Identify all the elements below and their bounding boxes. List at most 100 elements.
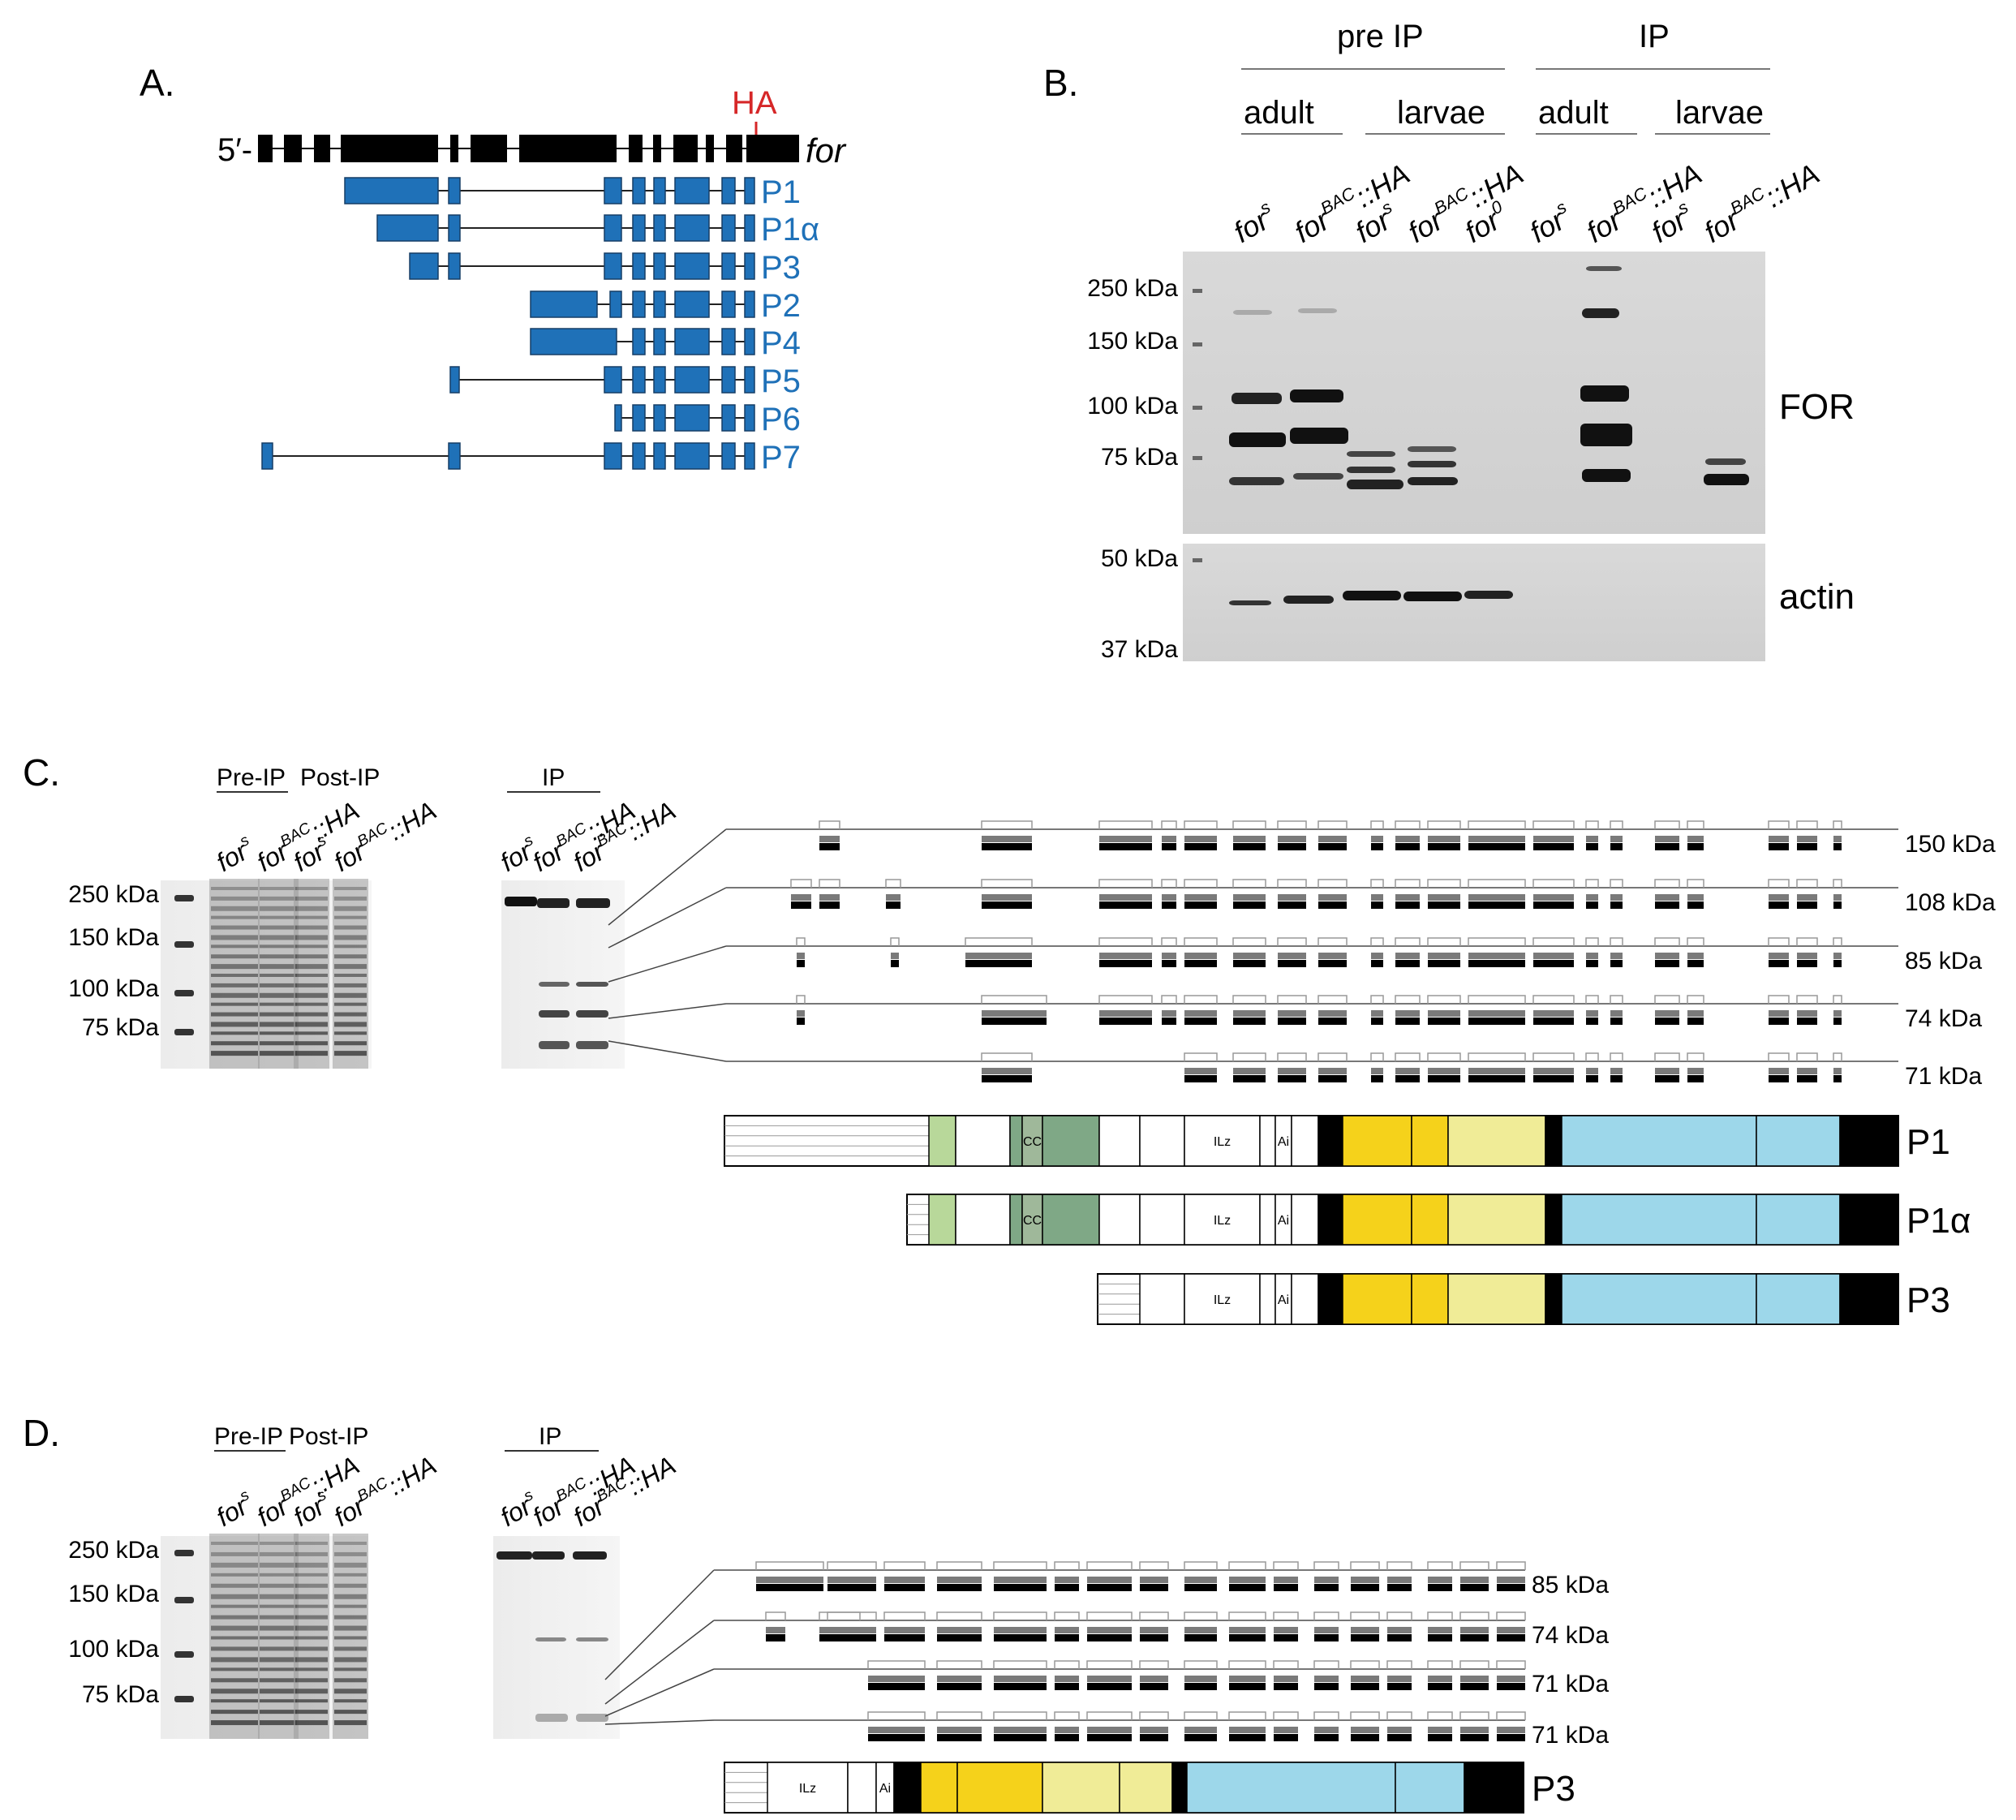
c-coverage-peak — [1232, 879, 1266, 888]
c-coverage-grey — [1655, 1010, 1679, 1017]
d-coverage-black — [1274, 1584, 1298, 1591]
western-blot-for — [1183, 252, 1765, 534]
d-input-band — [334, 1710, 367, 1715]
c-input-band — [211, 1031, 258, 1035]
d-coverage-peak — [1350, 1660, 1380, 1669]
c-coverage-black — [1318, 843, 1347, 850]
gene-exon-7 — [519, 135, 617, 162]
c-coverage-grey — [1586, 836, 1598, 842]
d-coverage-grey — [1055, 1676, 1079, 1682]
d-ladder-band-4 — [174, 1696, 194, 1702]
d-coverage-grey — [1184, 1577, 1217, 1583]
c-p1a-domain-black — [1317, 1194, 1343, 1246]
lane-label-b-5: for0 — [1458, 196, 1514, 249]
d-coverage-grey — [1229, 1676, 1266, 1682]
c-coverage-black — [1586, 843, 1598, 850]
isoform-exon — [674, 366, 710, 394]
c-coverage-grey — [1797, 953, 1817, 959]
isoform-exon — [653, 366, 666, 394]
c-coverage-peak — [1654, 879, 1680, 888]
c-input-band — [334, 954, 367, 959]
d-input-band — [211, 1710, 258, 1715]
d-coverage-grey — [1055, 1627, 1079, 1633]
c-coverage-grey — [1395, 894, 1420, 901]
lane-label-b-1: fors — [1227, 196, 1282, 249]
d-coverage-peak — [819, 1611, 861, 1620]
d-coverage-peak — [1427, 1711, 1453, 1720]
c-coverage-peak — [1370, 820, 1384, 829]
d-coverage-black — [1460, 1734, 1489, 1741]
c-coverage-grey — [1833, 953, 1842, 959]
d-coverage-grey — [1229, 1627, 1266, 1633]
d-marker-75: 75 kDa — [82, 1681, 159, 1708]
c-p1a-domain-green-dark — [1042, 1194, 1100, 1246]
c-coverage-peak — [1317, 1052, 1348, 1061]
c-input-band — [211, 1022, 258, 1027]
c-p1-domain-text: Ai — [1278, 1135, 1289, 1149]
lane-label-b-7: forBAC::HA — [1580, 154, 1708, 248]
d-input-band — [260, 1594, 297, 1599]
d-coverage-peak — [993, 1660, 1047, 1669]
c-p1-domain-box — [1291, 1115, 1319, 1167]
d-coverage-black — [1055, 1634, 1079, 1641]
c-coverage-grey — [1468, 894, 1525, 901]
d-coverage-black — [1184, 1584, 1217, 1591]
d-coverage-black — [1497, 1634, 1525, 1641]
c-ip-band-1 — [505, 897, 537, 906]
d-coverage-peak — [1496, 1711, 1526, 1720]
c-coverage-peak — [1532, 820, 1575, 829]
d-input-band — [260, 1667, 297, 1672]
isoform-exon — [376, 214, 439, 242]
d-coverage-black — [937, 1584, 982, 1591]
d-input-band — [260, 1710, 297, 1715]
d-coverage-black — [937, 1734, 982, 1741]
d-coverage-peak — [1184, 1660, 1218, 1669]
c-coverage-peak — [1654, 1052, 1680, 1061]
isoform-label: P6 — [761, 402, 801, 437]
c-input-band — [211, 925, 258, 930]
c-coverage-peak — [1277, 995, 1307, 1004]
c-p1-domain-fh2-core — [1561, 1115, 1757, 1167]
c-input-band — [295, 1041, 328, 1046]
c-coverage-black — [1395, 1075, 1420, 1082]
c-coverage-black — [1610, 1018, 1623, 1025]
d-input-band — [211, 1542, 258, 1545]
c-coverage-grey — [1371, 1068, 1383, 1074]
d-p3-domain-ilz-box — [767, 1762, 849, 1814]
c-coverage-grey — [1233, 836, 1266, 842]
c-coverage-black — [1184, 1018, 1217, 1025]
c-input-band — [334, 974, 367, 977]
d-coverage-grey — [994, 1727, 1047, 1733]
blot-band-2 — [1290, 389, 1343, 402]
d-input-band — [295, 1667, 328, 1672]
d-ladder-band-3 — [174, 1651, 194, 1658]
c-ladder-band-3 — [174, 990, 194, 996]
d-coverage-black — [868, 1683, 925, 1690]
d-coverage-black — [1274, 1734, 1298, 1741]
western-blot-actin — [1183, 544, 1765, 661]
panel-b: B. pre IP IP adult larvae adult larvae f… — [1043, 19, 1855, 663]
c-coverage-grey — [1278, 1010, 1306, 1017]
c-coverage-black — [1184, 843, 1217, 850]
c-coverage-peak — [1370, 937, 1384, 946]
c-input-band — [295, 983, 328, 987]
blot-band-18 — [1582, 469, 1631, 482]
c-coverage-black — [1278, 960, 1306, 967]
d-input-band — [211, 1636, 258, 1640]
c-coverage-peak — [1768, 879, 1790, 888]
blot-band-9 — [1347, 467, 1395, 473]
d-input-band — [334, 1551, 367, 1556]
isoform-exon — [744, 252, 755, 280]
lane-superscript: s — [1552, 196, 1570, 218]
ladder-tick-2 — [1193, 342, 1202, 346]
c-coverage-black — [1233, 901, 1266, 909]
c-coverage-peak — [1768, 820, 1790, 829]
d-connector-3 — [604, 1668, 715, 1717]
c-coverage-black — [1468, 843, 1525, 850]
c-ladder-band-4 — [174, 1029, 194, 1035]
d-input-band — [211, 1646, 258, 1651]
c-coverage-peak — [1161, 937, 1177, 946]
c-coverage-black — [1797, 843, 1817, 850]
c-coverage-peak — [1098, 820, 1153, 829]
c-coverage-grey — [1769, 894, 1789, 901]
